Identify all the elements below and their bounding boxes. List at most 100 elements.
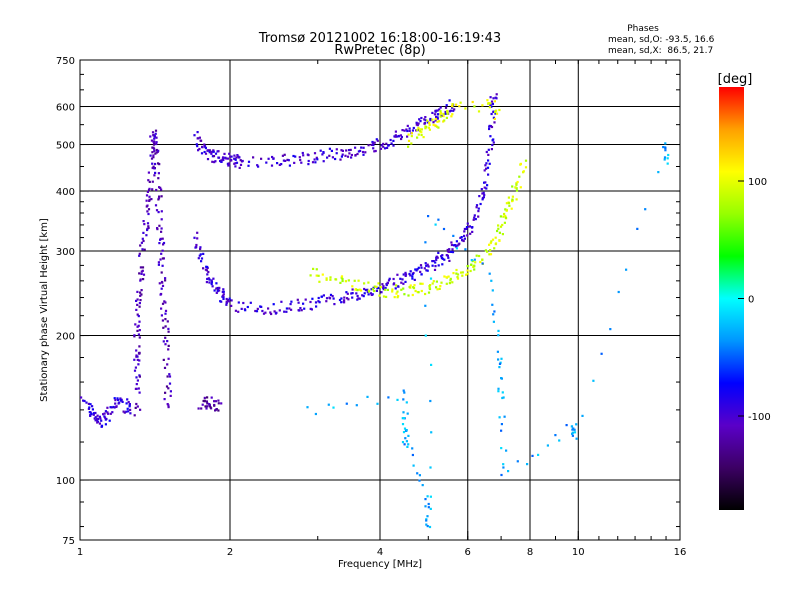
echo-point — [417, 122, 420, 125]
echo-point — [409, 270, 412, 273]
echo-point — [223, 152, 226, 155]
echo-point — [416, 472, 419, 475]
echo-point — [205, 400, 208, 403]
echo-point — [159, 238, 162, 241]
echo-point — [198, 136, 201, 139]
echo-point — [202, 267, 205, 270]
echo-point — [437, 218, 440, 221]
echo-point — [146, 228, 149, 232]
echo-point — [406, 412, 409, 415]
echo-point — [417, 266, 420, 269]
echo-point — [473, 265, 476, 268]
echo-point — [667, 153, 670, 157]
echo-point — [508, 204, 511, 207]
echo-point — [493, 100, 496, 103]
echo-point — [376, 139, 379, 142]
echo-point — [426, 121, 429, 124]
echo-point — [310, 308, 313, 311]
echo-point — [407, 443, 410, 446]
echo-point — [350, 156, 353, 159]
echo-point — [345, 291, 348, 294]
echo-point — [461, 271, 464, 274]
echo-point — [138, 336, 141, 339]
echo-point — [121, 400, 124, 403]
echo-point — [214, 152, 218, 155]
echo-point — [327, 403, 330, 406]
echo-point — [200, 260, 203, 263]
echo-point — [321, 153, 324, 156]
echo-point — [218, 286, 221, 289]
echo-point — [447, 275, 450, 278]
echo-point — [573, 431, 577, 434]
echo-point — [479, 202, 482, 206]
echo-point — [389, 138, 392, 142]
echo-point — [335, 152, 338, 155]
echo-point — [455, 247, 458, 250]
echo-point — [265, 161, 268, 164]
echo-point — [138, 305, 141, 308]
echo-point — [347, 279, 350, 282]
echo-point — [420, 131, 423, 134]
echo-point — [353, 279, 356, 282]
echo-point — [484, 249, 487, 252]
echo-point — [489, 241, 492, 245]
echo-point — [487, 159, 490, 162]
echo-point — [157, 177, 160, 180]
echo-point — [494, 96, 497, 99]
echo-point — [403, 293, 406, 296]
echo-point — [491, 103, 494, 106]
echo-point — [167, 348, 170, 351]
echo-point — [237, 301, 240, 304]
echo-point — [285, 310, 288, 313]
echo-point — [135, 308, 138, 311]
echo-point — [238, 156, 241, 159]
echo-point — [435, 280, 438, 283]
echo-point — [160, 218, 163, 221]
echo-point — [147, 226, 150, 229]
echo-point — [136, 325, 139, 328]
echo-point — [357, 150, 360, 153]
echo-point — [490, 148, 493, 151]
echo-point — [217, 409, 220, 412]
echo-point — [394, 130, 397, 133]
echo-point — [152, 156, 155, 159]
echo-point — [497, 358, 500, 361]
echo-point — [470, 259, 473, 262]
echo-point — [485, 150, 488, 154]
echo-point — [524, 159, 528, 162]
echo-point — [164, 312, 167, 315]
echo-point — [441, 263, 444, 266]
echo-point — [210, 279, 213, 282]
echo-point — [152, 165, 155, 168]
echo-point — [109, 412, 112, 415]
echo-point — [151, 188, 154, 191]
echo-point — [164, 325, 167, 328]
echo-point — [418, 128, 422, 131]
echo-point — [495, 109, 498, 112]
echo-point — [94, 416, 97, 419]
echo-point — [435, 258, 438, 261]
echo-point — [210, 396, 213, 399]
echo-point — [402, 389, 405, 392]
echo-point — [160, 188, 163, 191]
echo-point — [160, 227, 163, 230]
echo-point — [133, 334, 136, 337]
echo-point — [128, 404, 131, 407]
echo-point — [199, 247, 202, 251]
echo-point — [225, 300, 228, 303]
echo-point — [396, 398, 399, 401]
echo-point — [515, 198, 518, 201]
echo-point — [425, 523, 428, 526]
echo-point — [139, 266, 142, 269]
echo-point — [502, 396, 505, 399]
echo-point — [153, 174, 156, 177]
echo-point — [445, 282, 448, 285]
echo-point — [481, 192, 484, 195]
echo-point — [148, 195, 151, 198]
echo-point — [322, 160, 325, 163]
echo-point — [424, 116, 427, 119]
echo-point — [127, 401, 130, 404]
echo-point — [439, 111, 443, 115]
echo-point — [465, 226, 469, 229]
